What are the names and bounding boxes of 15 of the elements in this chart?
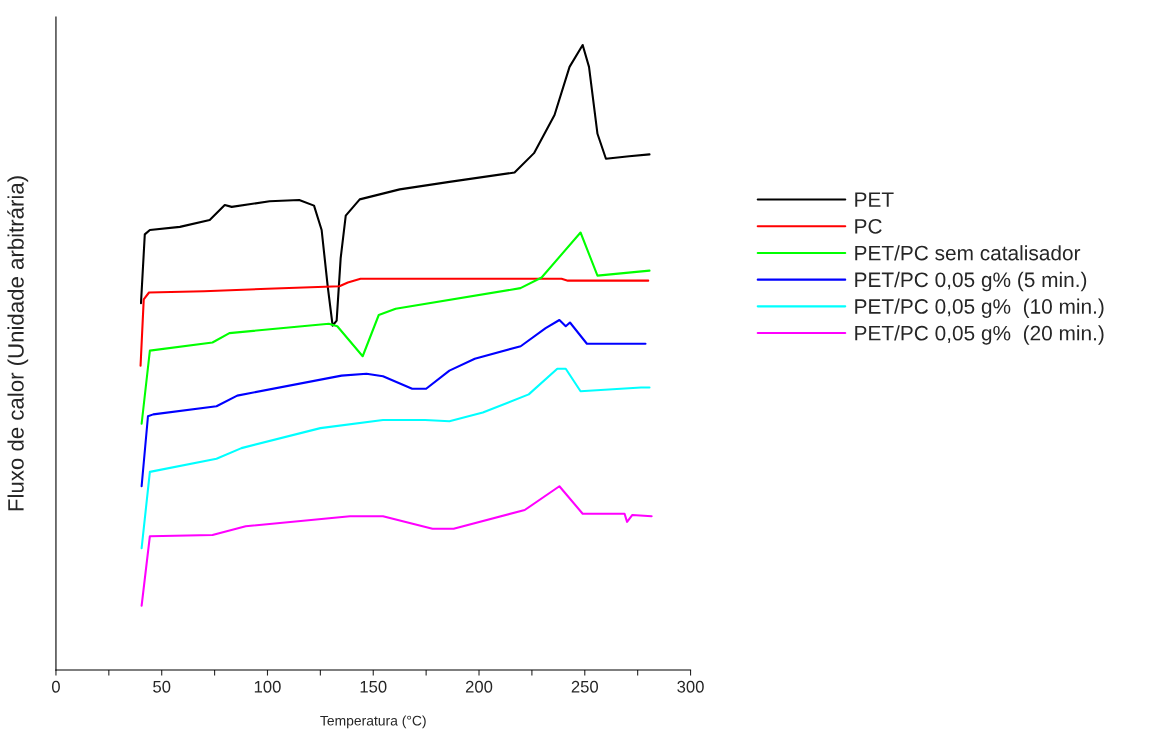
x-tick-label: 300 (677, 680, 704, 693)
x-tick-label: 200 (465, 680, 493, 693)
x-axis-title: Temperatura (°C) (320, 715, 426, 729)
legend-label: PC (855, 218, 882, 234)
x-tick-label: 50 (153, 680, 171, 693)
legend-label: PET/PC 0,05 g% (10 min.) (855, 298, 1104, 318)
x-tick-label: 100 (254, 680, 281, 693)
x-tick-label: 0 (51, 680, 60, 693)
legend-label: PET/PC sem catalisador (855, 245, 1081, 261)
legend-label: PET (855, 192, 894, 207)
legend-label: PET/PC 0,05 g% (20 min.) (855, 325, 1104, 345)
x-tick-label: 150 (360, 680, 387, 693)
x-tick-label: 250 (571, 680, 599, 693)
y-axis-title: Fluxo de calor (Unidade arbitrária) (7, 176, 29, 511)
legend-label: PET/PC 0,05 g% (5 min.) (855, 271, 1087, 292)
